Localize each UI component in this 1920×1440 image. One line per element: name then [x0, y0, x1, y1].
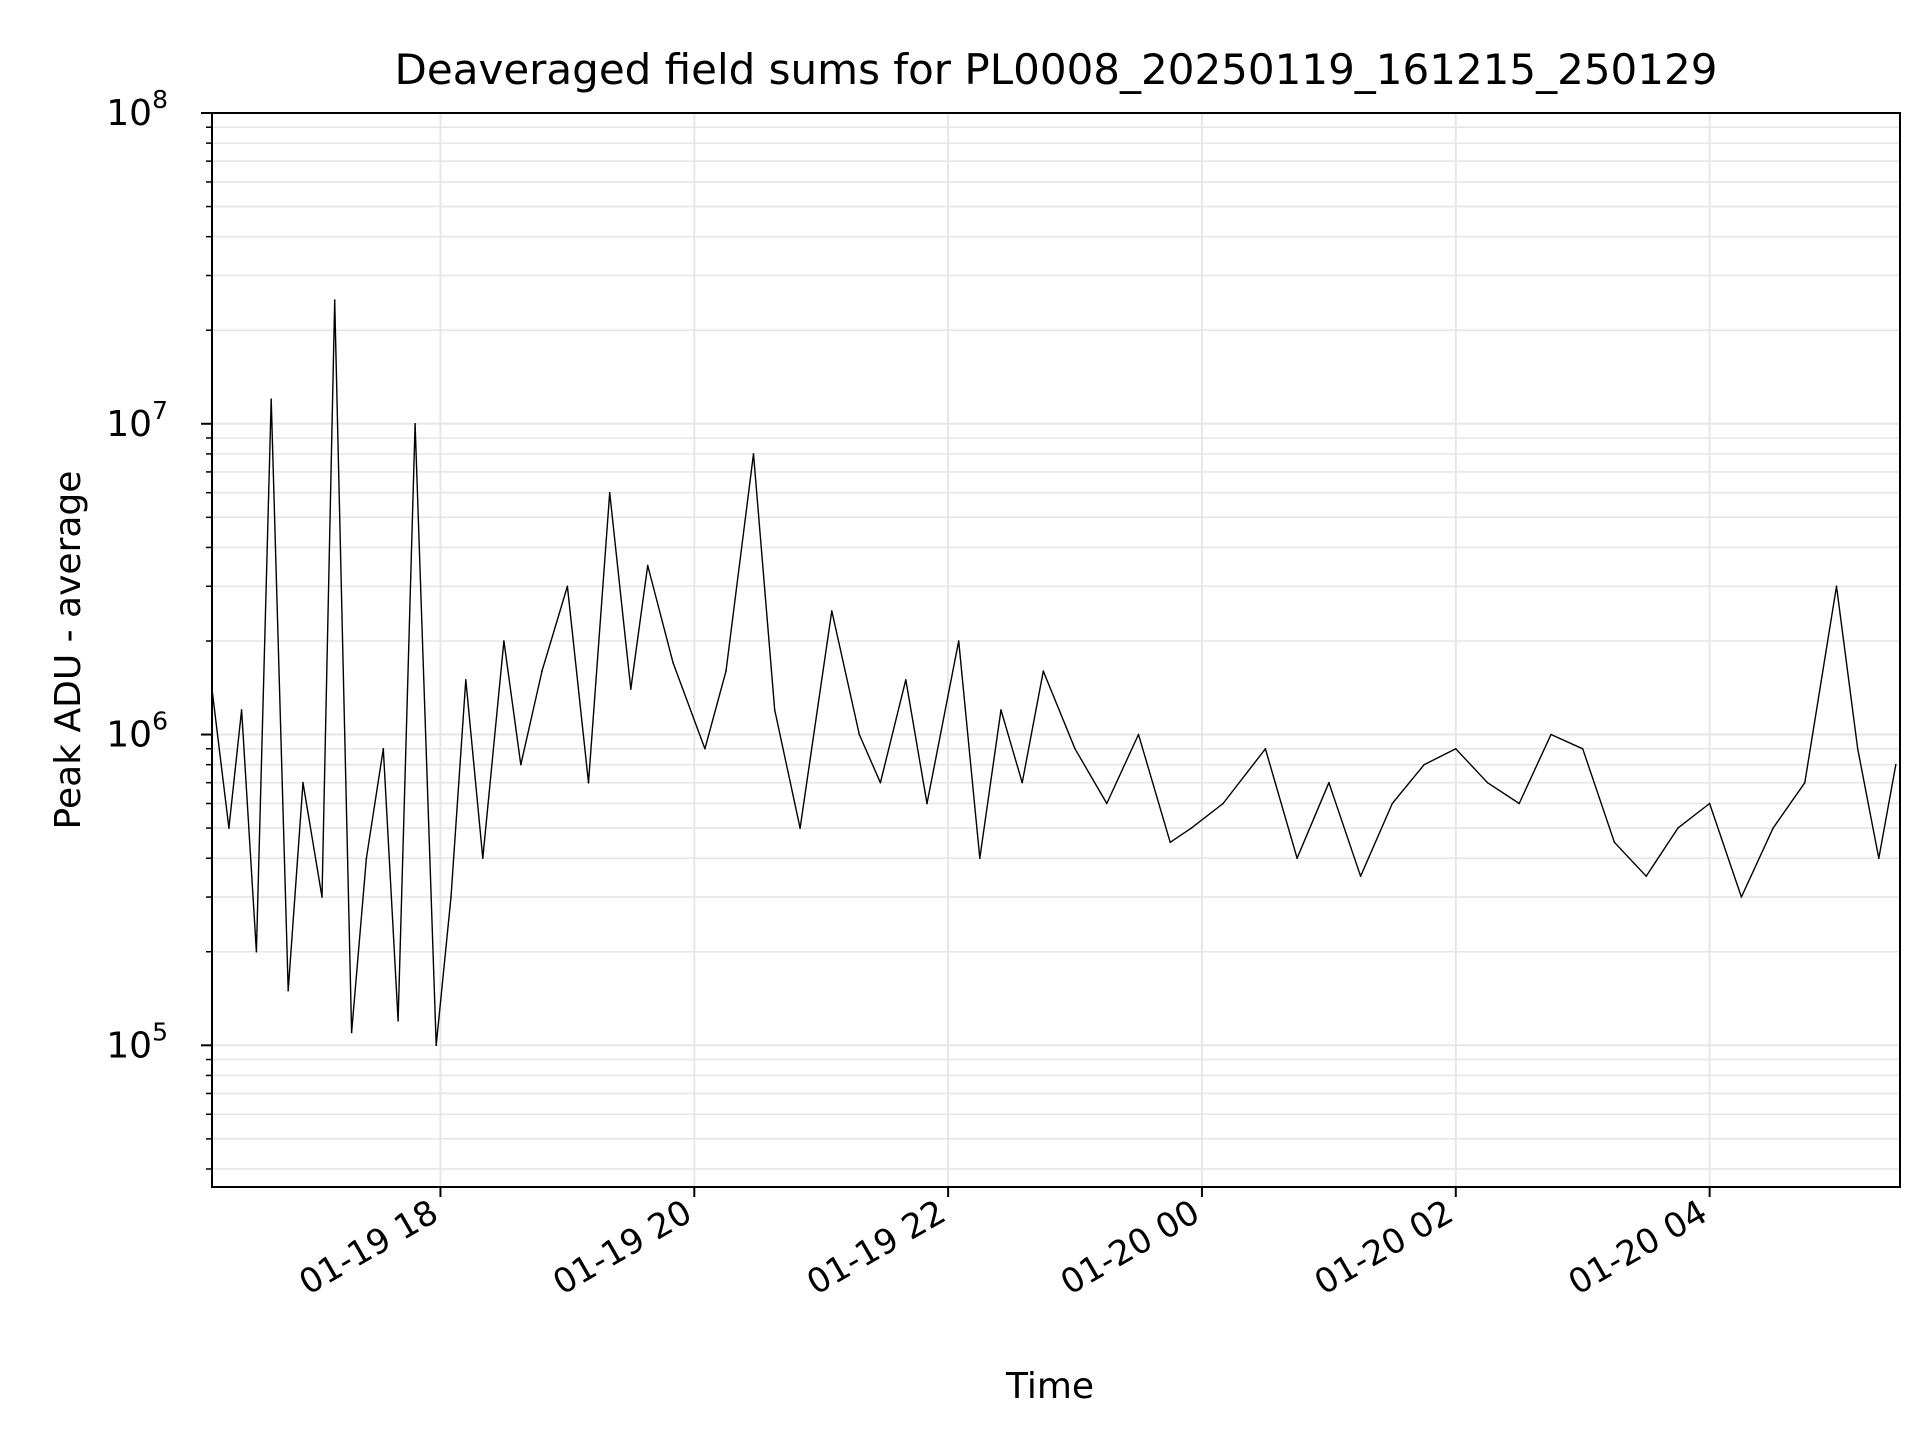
data-point: [1074, 747, 1076, 750]
series-line: [211, 299, 1897, 1047]
data-point: [630, 688, 632, 690]
data-point: [503, 640, 505, 642]
data-point: [1169, 841, 1172, 844]
data-point: [365, 857, 368, 860]
data-point: [1613, 841, 1616, 844]
data-point: [397, 1019, 399, 1022]
data-point: [957, 640, 960, 642]
data-point: [704, 747, 706, 750]
data-point: [1137, 733, 1140, 736]
data-point: [1021, 781, 1023, 784]
data-point: [270, 398, 273, 400]
data-point: [240, 709, 243, 711]
data-point: [799, 827, 801, 829]
data-point: [672, 662, 674, 664]
data-point: [830, 610, 833, 612]
data-point: [481, 857, 484, 860]
data-point: [1550, 733, 1552, 736]
series-layer: [211, 299, 1897, 1047]
data-point: [414, 422, 416, 425]
data-point: [1581, 747, 1584, 750]
data-point: [1772, 827, 1774, 829]
data-point: [1708, 802, 1711, 805]
data-point: [1878, 857, 1880, 860]
data-point: [255, 950, 258, 953]
data-point: [1677, 827, 1679, 829]
data-point: [979, 857, 981, 860]
y-axis-label: Peak ADU - average: [48, 471, 89, 830]
data-point: [879, 781, 882, 784]
y-tick-label: 106: [106, 707, 168, 756]
y-tick-label: 108: [106, 85, 168, 134]
data-point: [1105, 802, 1108, 805]
data-point: [465, 679, 467, 681]
y-tick-label: 105: [106, 1017, 168, 1066]
data-point: [1000, 709, 1002, 711]
data-point: [566, 585, 569, 588]
data-point: [350, 1031, 353, 1034]
data-point: [646, 564, 649, 567]
data-point: [541, 670, 543, 672]
data-point: [287, 989, 289, 992]
data-point: [302, 781, 304, 784]
data-point: [435, 1044, 438, 1047]
data-point: [1264, 747, 1267, 750]
data-point: [1645, 875, 1647, 878]
data-point: [1391, 802, 1394, 805]
data-point: [752, 453, 755, 455]
grid-layer: [212, 112, 1900, 1187]
data-point: [1856, 747, 1859, 750]
data-point: [1423, 763, 1425, 766]
data-point: [333, 299, 336, 301]
data-point: [382, 747, 385, 750]
data-point: [1894, 763, 1897, 766]
chart-title: Deaveraged field sums for PL0008_2025011…: [395, 45, 1718, 94]
data-point: [1328, 781, 1330, 784]
x-axis-label: Time: [1005, 1366, 1094, 1407]
data-point: [1454, 747, 1457, 750]
data-point: [1486, 781, 1489, 784]
data-point: [608, 491, 611, 494]
data-point: [1804, 781, 1806, 784]
plot-area-frame: [211, 112, 1901, 1188]
data-point: [1359, 875, 1362, 878]
y-tick-label: 107: [106, 396, 168, 445]
data-point: [1518, 802, 1521, 805]
data-point: [228, 827, 230, 829]
data-point: [858, 733, 861, 736]
data-point: [1740, 896, 1743, 898]
data-point: [587, 781, 590, 784]
data-point: [905, 679, 907, 681]
data-point: [1835, 585, 1838, 588]
data-point: [321, 896, 323, 898]
data-point: [725, 670, 727, 672]
y-axis: 105 106 107 108: [106, 85, 212, 1170]
data-point: [1222, 802, 1224, 805]
data-point: [520, 763, 522, 766]
data-point: [1042, 670, 1045, 672]
data-point: [1296, 857, 1298, 860]
data-point: [773, 709, 776, 711]
data-point: [1190, 827, 1193, 829]
data-point: [926, 802, 928, 805]
data-point: [450, 896, 452, 898]
